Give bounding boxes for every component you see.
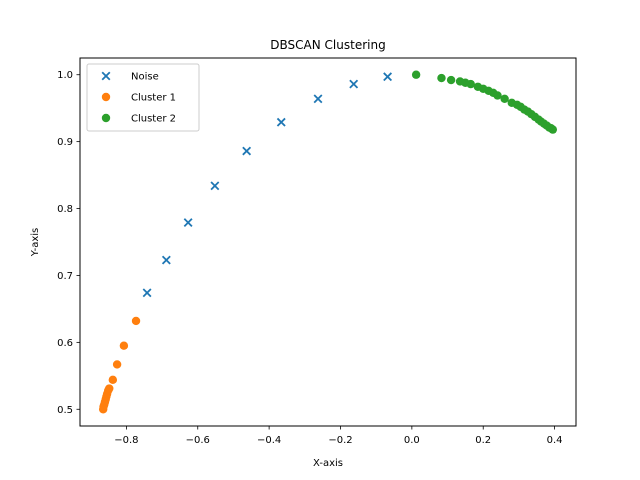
y-tick-label: 0.5 — [57, 405, 73, 416]
x-axis-label: X-axis — [313, 458, 343, 469]
x-tick-label: −0.4 — [257, 435, 281, 446]
point-noise-stroke — [313, 94, 323, 104]
legend-box — [86, 63, 200, 132]
legend-marker-noise — [101, 71, 111, 81]
x-tick-label: −0.6 — [186, 435, 210, 446]
point-noise — [276, 117, 286, 127]
y-tick-label: 0.7 — [57, 271, 73, 282]
legend-label-cluster-2: Cluster 2 — [131, 114, 176, 125]
data-points — [98, 70, 558, 414]
y-tick-label: 0.9 — [57, 137, 73, 148]
point-noise-stroke — [142, 288, 152, 298]
y-axis-label: Y-axis — [30, 228, 41, 258]
legend-marker-cluster-2 — [101, 113, 111, 123]
point-cluster-2 — [437, 73, 446, 83]
point-noise-stroke — [183, 218, 193, 228]
point-cluster-1 — [105, 384, 114, 393]
x-tick-label: −0.8 — [114, 435, 138, 446]
legend-marker-cluster-1 — [101, 92, 111, 102]
point-noise — [242, 146, 252, 156]
y-axis-ticks: 0.5 0.6 0.7 0.8 0.9 1.0 — [57, 70, 80, 416]
point-noise-stroke — [210, 181, 220, 191]
x-tick-label: 0.0 — [404, 435, 420, 446]
x-tick-label: 0.4 — [547, 435, 563, 446]
point-noise-stroke — [242, 146, 252, 156]
point-noise — [161, 255, 171, 265]
point-noise — [210, 181, 220, 191]
y-tick-label: 0.8 — [57, 204, 73, 215]
legend-marker-noise-stroke — [101, 71, 111, 81]
point-cluster-2 — [466, 79, 475, 89]
point-noise — [183, 218, 193, 228]
x-axis-ticks: −0.8 −0.6 −0.4 −0.2 0.0 0.2 0.4 — [114, 426, 563, 446]
point-noise — [142, 288, 152, 298]
point-cluster-1 — [108, 375, 118, 385]
point-cluster-1 — [119, 341, 129, 350]
point-noise-stroke — [276, 117, 286, 127]
point-cluster-2 — [411, 70, 421, 79]
point-noise — [313, 94, 323, 104]
point-noise-stroke — [383, 72, 393, 82]
point-noise — [383, 72, 393, 82]
point-noise-stroke — [161, 255, 171, 265]
plot-frame — [79, 57, 577, 427]
y-tick-label: 1.0 — [57, 70, 73, 81]
chart-title: DBSCAN Clustering — [270, 38, 385, 52]
point-noise — [349, 79, 359, 89]
point-cluster-1 — [131, 316, 141, 326]
legend-label-noise: Noise — [131, 72, 159, 83]
point-cluster-2 — [493, 91, 502, 100]
point-cluster-2 — [446, 75, 456, 85]
y-tick-label: 0.6 — [57, 338, 73, 349]
point-cluster-1 — [112, 360, 122, 369]
legend: Noise Cluster 1 Cluster 2 — [86, 63, 200, 132]
point-cluster-2 — [548, 125, 558, 134]
x-tick-label: −0.2 — [328, 435, 352, 446]
point-noise-stroke — [349, 79, 359, 89]
legend-label-cluster-1: Cluster 1 — [131, 93, 176, 104]
point-cluster-2 — [500, 94, 509, 104]
x-tick-label: 0.2 — [475, 435, 491, 446]
